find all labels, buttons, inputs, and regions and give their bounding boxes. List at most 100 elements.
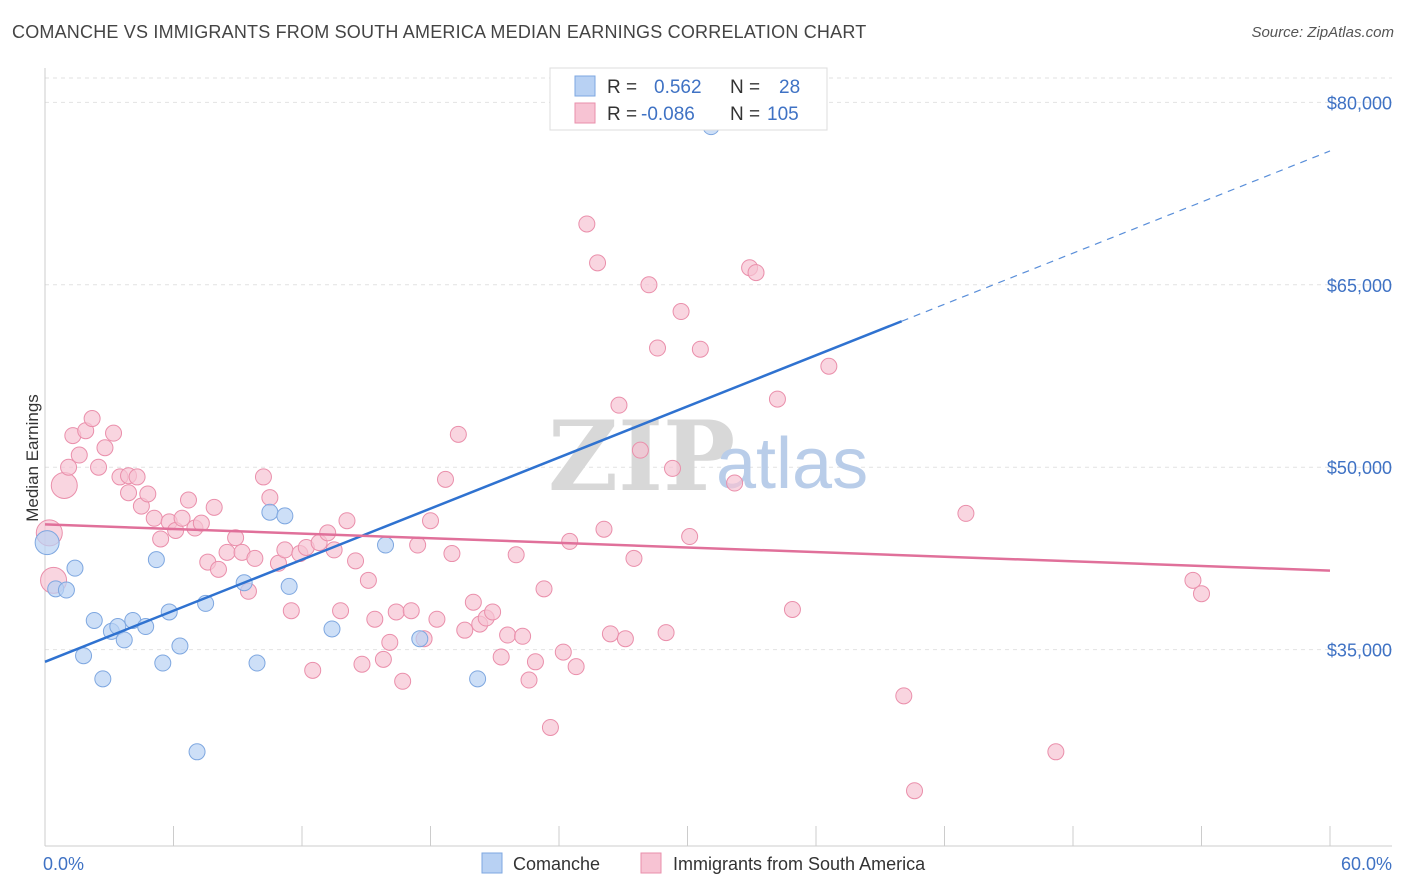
immigrant-point — [409, 536, 427, 554]
bottom-legend-swatch-comanche — [481, 852, 503, 874]
immigrant-point — [60, 458, 78, 476]
stats-legend: R = 0.562 N = 28 R = -0.086 N = 105 — [549, 67, 828, 131]
watermark-atlas: atlas — [716, 424, 868, 504]
immigrant-point — [366, 610, 384, 628]
immigrant-point — [567, 658, 585, 676]
immigrant-point — [145, 509, 163, 527]
immigrant-point — [338, 512, 356, 530]
immigrant-point — [381, 633, 399, 651]
immigrant-point — [436, 470, 454, 488]
y-tick-label: $35,000 — [1327, 641, 1392, 661]
immigrant-point — [595, 520, 613, 538]
comanche-point — [154, 654, 172, 672]
immigrant-point — [173, 509, 191, 527]
comanche-point — [248, 654, 266, 672]
immigrant-point — [664, 459, 682, 477]
comanche-point — [280, 577, 298, 595]
comanche-point — [147, 551, 165, 569]
x-tick-label: 60.0% — [1341, 854, 1392, 874]
immigrant-point — [640, 276, 658, 294]
immigrant-point — [1193, 585, 1210, 603]
legend-n-label-2: N = — [730, 104, 760, 125]
legend-r-value-1: 0.562 — [654, 77, 702, 98]
immigrant-point — [276, 541, 294, 559]
immigrant-point — [616, 630, 634, 648]
immigrant-point — [561, 532, 579, 550]
immigrant-point — [820, 357, 838, 375]
immigrant-point — [631, 441, 649, 459]
source-label: Source: ZipAtlas.com — [1251, 24, 1394, 41]
immigrant-point — [394, 672, 412, 690]
immigrant-point — [649, 339, 667, 357]
legend-n-value-1: 28 — [779, 77, 800, 98]
immigrant-point — [1184, 571, 1202, 589]
immigrant-point — [1047, 743, 1065, 761]
immigrant-point — [499, 626, 517, 644]
comanche-point — [188, 743, 206, 761]
legend-box — [549, 67, 828, 131]
comanche-point — [411, 630, 429, 648]
y-axis-title: Median Earnings — [23, 394, 42, 522]
comanche-point — [75, 647, 93, 665]
comanche-point — [85, 611, 103, 629]
bottom-legend-comanche: Comanche — [513, 854, 600, 874]
immigrant-point — [120, 484, 138, 502]
immigrant-point — [422, 512, 439, 530]
immigrant-point — [83, 410, 101, 428]
immigrant-point — [681, 528, 699, 546]
bottom-legend-immigrants: Immigrants from South America — [673, 854, 926, 874]
immigrant-point — [246, 549, 264, 567]
immigrant-point — [227, 529, 245, 547]
x-tick-label: 0.0% — [43, 854, 84, 874]
immigrants-trend-line — [44, 523, 1331, 572]
comanche-point — [377, 536, 395, 554]
comanche-point — [261, 503, 279, 521]
legend-r-label-1: R = — [607, 77, 637, 98]
immigrant-point — [374, 650, 392, 668]
immigrant-point — [554, 643, 572, 661]
legend-swatch-comanche — [574, 75, 596, 97]
immigrant-point — [726, 474, 744, 492]
immigrant-point — [402, 602, 420, 620]
immigrant-point — [484, 603, 502, 621]
immigrant-point — [105, 424, 123, 442]
immigrant-point — [209, 560, 227, 578]
bottom-legend-swatch-immigrants — [640, 852, 662, 874]
chart-title: COMANCHE VS IMMIGRANTS FROM SOUTH AMERIC… — [12, 22, 867, 42]
immigrant-point — [50, 471, 78, 499]
comanche-point — [469, 670, 487, 688]
immigrant-point — [428, 610, 446, 628]
immigrant-point — [691, 340, 709, 358]
immigrant-point — [535, 580, 553, 598]
comanche-point — [115, 631, 133, 649]
immigrant-point — [443, 545, 461, 563]
y-tick-label: $65,000 — [1327, 276, 1392, 296]
comanche-trend-extension — [901, 150, 1331, 322]
immigrant-point — [526, 653, 544, 671]
immigrant-point — [906, 782, 924, 800]
immigrant-point — [657, 624, 675, 642]
immigrant-point — [514, 627, 532, 645]
immigrant-point — [578, 215, 596, 233]
comanche-point — [94, 670, 112, 688]
immigrant-point — [387, 603, 405, 621]
immigrant-point — [625, 549, 643, 567]
comanche-trend-line — [44, 320, 903, 663]
immigrant-point — [254, 468, 272, 486]
watermark: ZIP atlas — [548, 400, 868, 513]
immigrant-point — [492, 648, 510, 666]
immigrant-point — [464, 593, 482, 611]
series-legend: Comanche Immigrants from South America — [481, 852, 926, 874]
immigrant-point — [128, 468, 146, 486]
immigrant-point — [783, 601, 801, 619]
immigrant-point — [90, 458, 108, 476]
immigrant-point — [205, 498, 223, 516]
immigrant-point — [895, 687, 913, 705]
immigrant-point — [768, 390, 786, 408]
immigrant-point — [319, 524, 337, 542]
legend-n-label-1: N = — [730, 77, 760, 98]
immigrant-point — [70, 446, 88, 464]
comanche-point — [323, 620, 341, 638]
immigrant-point — [520, 671, 538, 689]
comanche-point — [57, 581, 75, 599]
